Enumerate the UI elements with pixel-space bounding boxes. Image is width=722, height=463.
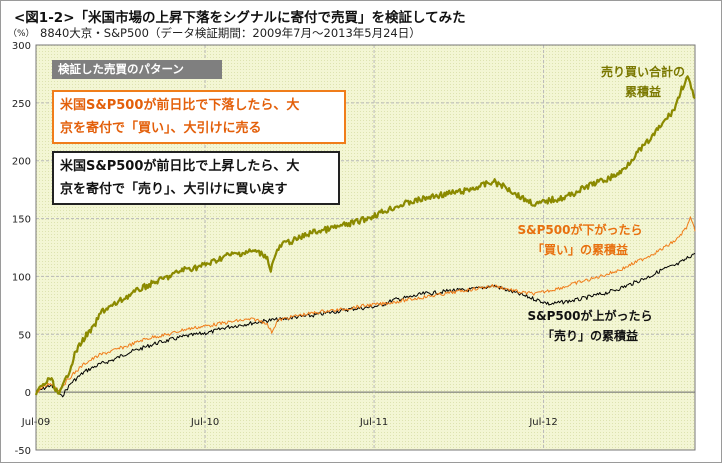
buy-annotation-line-2: 「買い」の累積益 (531, 243, 628, 257)
y-tick-label: 250 (12, 99, 31, 110)
total-annotation-line-1: 売り買い合計の (600, 65, 685, 79)
sell-annotation-line-2: 「売り」の累積益 (541, 329, 638, 343)
sell-rule-line-1: 米国S&P500が前日比で上昇したら、大 (60, 159, 300, 174)
total-annotation-line-2: 累積益 (624, 85, 661, 99)
plot-border (35, 44, 696, 451)
buy-cumulative-line (35, 216, 696, 393)
x-tick-label: Jul-11 (359, 417, 388, 428)
y-tick-label: 150 (12, 215, 31, 226)
buy-annotation-line-1: S&P500が下がったら (517, 223, 643, 237)
y-tick-label: 0 (25, 388, 31, 399)
sell-annotation-line-1: S&P500が上がったら (527, 309, 653, 323)
sell-profit-annotation: S&P500が上がったら 「売り」の累積益 (515, 306, 665, 346)
sell-rule-line-2: 京を寄付で「売り」、大引けに買い戻す (60, 182, 288, 197)
sell-cumulative-line (35, 252, 696, 398)
y-tick-label: 200 (12, 157, 31, 168)
chart-title: <図1-2>「米国市場の上昇下落をシグナルに寄付で売買」を検証してみた (14, 10, 466, 26)
buy-profit-annotation: S&P500が下がったら 「買い」の累積益 (510, 220, 650, 260)
x-tick-label: Jul-12 (528, 417, 557, 428)
y-tick-label: 100 (12, 272, 31, 283)
pattern-label: 検証した売買のパターン (52, 60, 222, 79)
buy-rule-line-2: 京を寄付で「買い」、大引けに売る (60, 121, 262, 136)
buy-rule-box: 米国S&P500が前日比で下落したら、大 京を寄付で「買い」、大引けに売る (52, 90, 346, 144)
total-profit-annotation: 売り買い合計の 累積益 (578, 62, 708, 102)
y-axis-unit-label: （%） (8, 28, 35, 39)
x-tick-label: Jul-10 (190, 417, 219, 428)
chart-subtitle: 8840大京・S&P500（データ検証期間：2009年7月～2013年5月24日… (40, 26, 421, 40)
sell-rule-box: 米国S&P500が前日比で上昇したら、大 京を寄付で「売り」、大引けに買い戻す (52, 151, 340, 205)
buy-rule-line-1: 米国S&P500が前日比で下落したら、大 (60, 98, 300, 113)
total-cumulative-line (34, 75, 696, 396)
y-tick-label: 300 (12, 41, 31, 52)
y-tick-label: 50 (18, 330, 31, 341)
y-tick-label: -50 (15, 446, 31, 457)
